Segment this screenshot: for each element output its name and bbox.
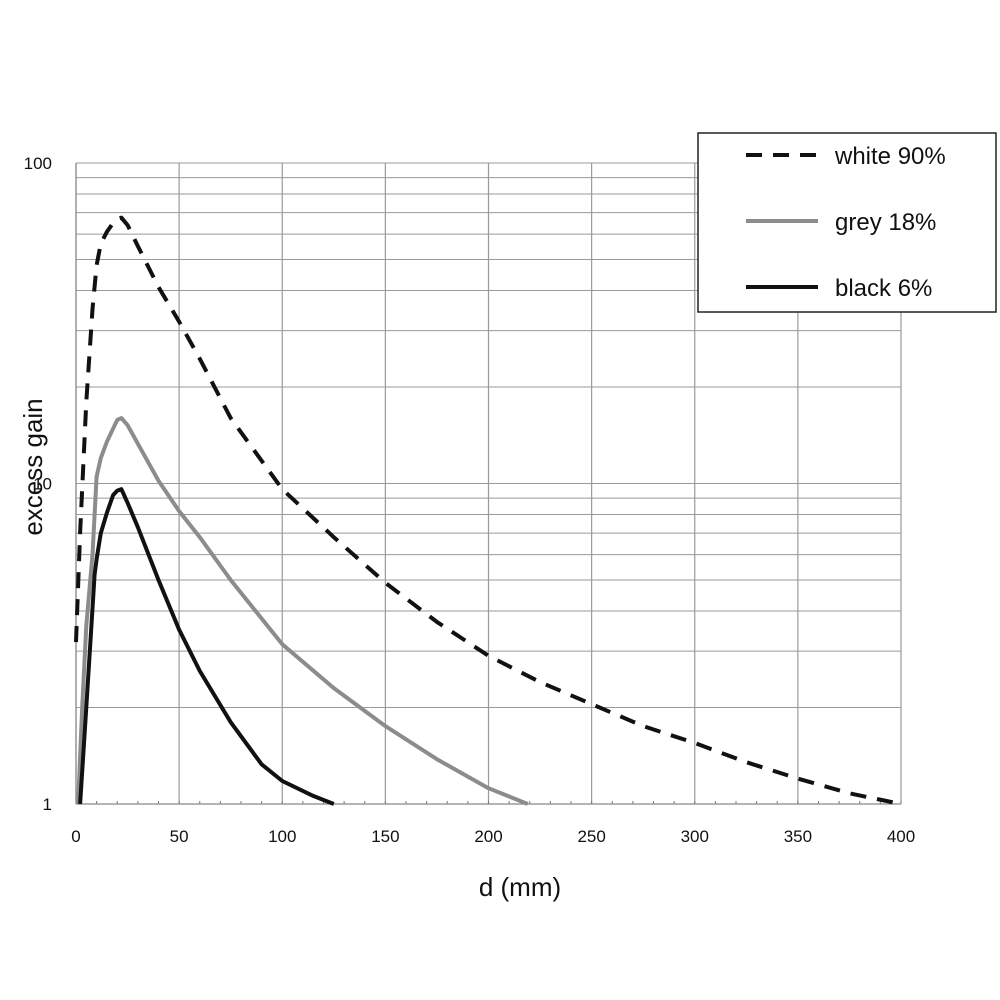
legend: white 90% grey 18% black 6% (697, 132, 997, 313)
x-tick-label: 150 (371, 827, 399, 846)
x-tick-label: 400 (887, 827, 915, 846)
legend-label-2: grey 18% (835, 209, 936, 236)
y-axis-title: excess gain (18, 398, 48, 535)
x-tick-label: 100 (268, 827, 296, 846)
x-axis-title: d (mm) (479, 872, 561, 902)
x-tick-label: 250 (577, 827, 605, 846)
x-tick-label: 0 (71, 827, 80, 846)
y-tick-label: 1 (43, 795, 52, 814)
y-tick-label: 100 (24, 154, 52, 173)
series-line-3 (78, 487, 335, 806)
series-line-2 (76, 416, 529, 806)
series-line-1 (74, 215, 902, 806)
legend-label-3: black 6% (835, 275, 932, 302)
x-tick-label: 350 (784, 827, 812, 846)
tick-labels: 0 50 100 150 200 250 300 350 400 1 10 100 (24, 154, 916, 846)
y-tick-label: 10 (33, 475, 52, 494)
x-tick-label: 300 (681, 827, 709, 846)
series-group (74, 215, 902, 806)
x-tick-label: 50 (170, 827, 189, 846)
legend-label-1: white 90% (834, 143, 946, 170)
x-tick-label: 200 (474, 827, 502, 846)
